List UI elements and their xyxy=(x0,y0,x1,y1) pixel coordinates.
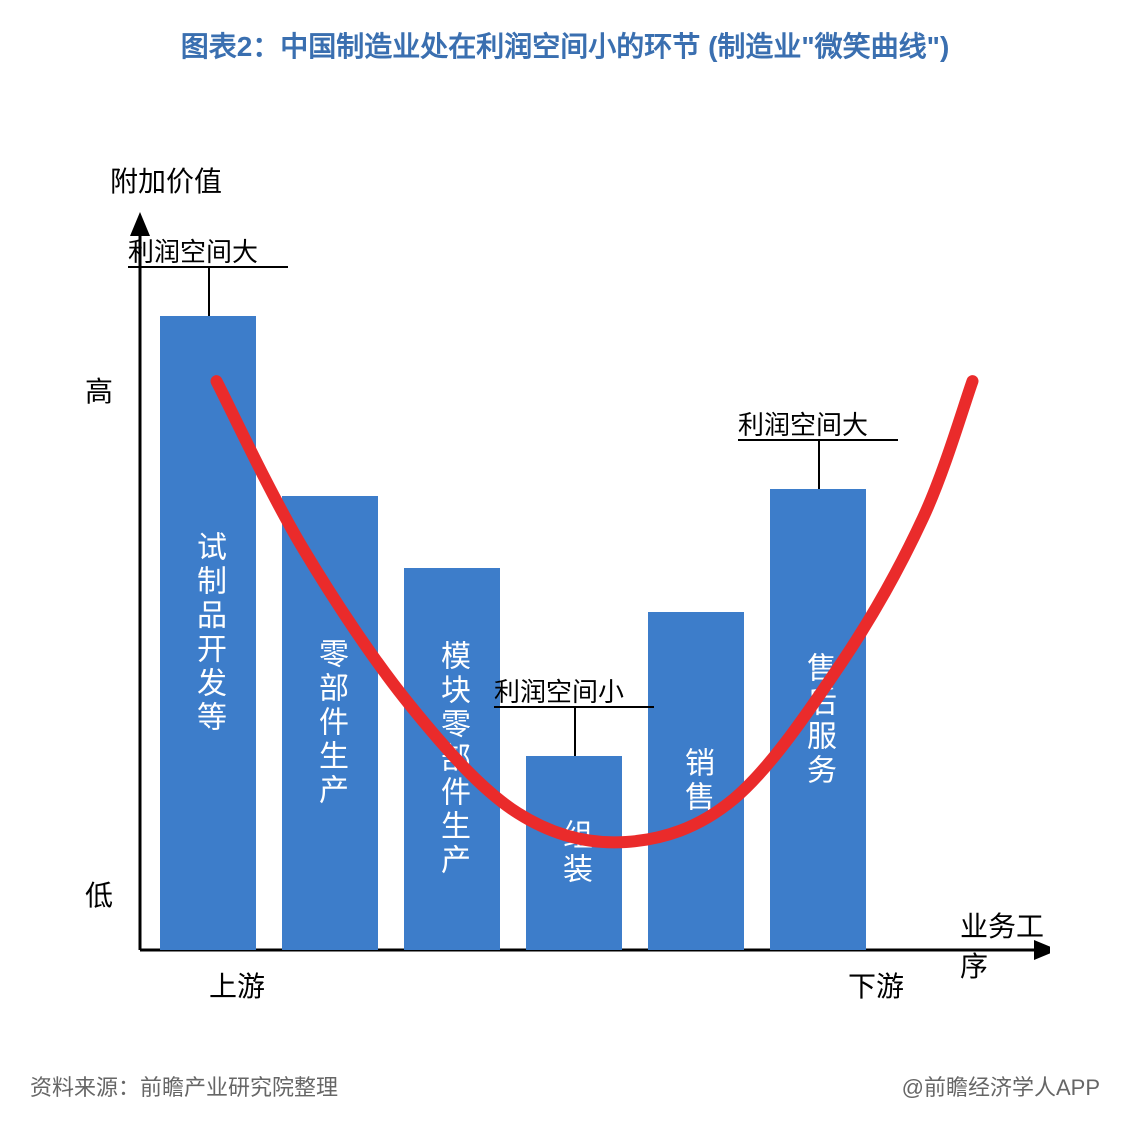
bar-label: 售后服务 xyxy=(796,652,840,788)
y-tick: 高 xyxy=(85,370,113,410)
bar-label: 试制品开发等 xyxy=(186,531,230,735)
annotation-label: 利润空间大 xyxy=(738,405,868,442)
chart-area: 试制品开发等零部件生产 模块零部件生产组装 销售 售后服务 利润空间大利润空间小 利润空… xyxy=(50,120,1050,1020)
bar-label: 销售 xyxy=(674,747,718,815)
bar-label: 模块零部件生产 xyxy=(430,640,474,878)
bar: 销售 xyxy=(648,612,744,950)
x-tick: 上游 xyxy=(209,965,265,1005)
bar: 试制品开发等 xyxy=(160,316,256,950)
bar: 零部件生产 xyxy=(282,496,378,950)
bar-label: 组装 xyxy=(552,819,596,887)
footer-source: 资料来源：前瞻产业研究院整理 xyxy=(30,1070,338,1102)
x-axis-title: 业务工序 xyxy=(960,905,1050,985)
annotation-label: 利润空间小 xyxy=(494,672,624,709)
chart-title: 图表2：中国制造业处在利润空间小的环节 (制造业"微笑曲线") xyxy=(0,25,1130,65)
footer-credit: @前瞻经济学人APP xyxy=(902,1070,1100,1102)
annotation-tick xyxy=(208,266,210,316)
y-axis-title: 附加价值 xyxy=(110,160,222,200)
bar: 模块零部件生产 xyxy=(404,568,500,950)
annotation-label: 利润空间大 xyxy=(128,232,258,269)
bar: 组装 xyxy=(526,756,622,950)
bar-label: 零部件生产 xyxy=(308,638,352,808)
x-tick: 下游 xyxy=(848,965,904,1005)
y-tick: 低 xyxy=(85,874,113,914)
annotation-tick xyxy=(574,706,576,756)
annotation-tick xyxy=(818,439,820,489)
bar: 售后服务 xyxy=(770,489,866,950)
